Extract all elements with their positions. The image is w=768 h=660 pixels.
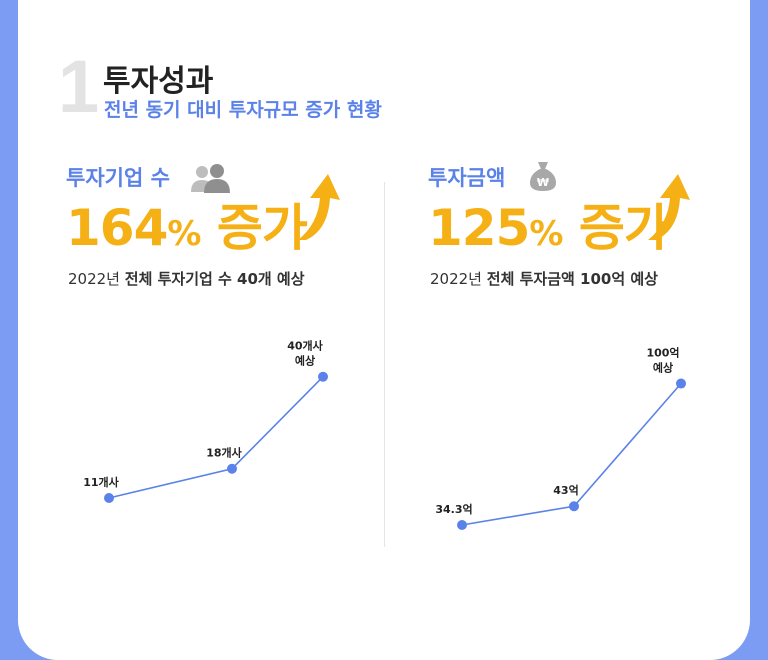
data-point (676, 378, 686, 389)
metric-number: 164 (66, 199, 168, 257)
metric-suffix: 증가 (578, 199, 670, 257)
data-label: 40개사 (287, 339, 323, 353)
panel-investment-companies: 투자기업 수 164% 증가 2022년 전체 투자기업 수 40개 예상 11… (62, 0, 362, 627)
metric-label: 투자기업 수 (66, 166, 170, 190)
desc-text: 전체 투자기업 수 40개 예상 (124, 270, 305, 288)
people-icon (191, 164, 230, 193)
data-label: 43억 (553, 484, 578, 497)
data-point (569, 501, 579, 512)
up-arrow-icon (298, 174, 340, 240)
desc-text: 전체 투자금액 100억 예상 (486, 270, 658, 288)
metric-description: 2022년 전체 투자기업 수 40개 예상 (68, 268, 305, 289)
data-label: 100억 (646, 347, 679, 360)
data-label: 11개사 (83, 475, 119, 489)
data-point (227, 463, 237, 474)
up-arrow-icon (648, 174, 690, 240)
metric-number: 125 (428, 199, 530, 257)
data-label: 예상 (653, 361, 673, 375)
data-label: 예상 (295, 354, 315, 368)
data-point (318, 371, 328, 382)
section-subtitle: 전년 동기 대비 투자규모 증가 현황 (104, 99, 382, 121)
metric-value: 125% 증가 (428, 188, 670, 260)
data-point (457, 519, 467, 530)
desc-year: 2022년 (430, 270, 482, 288)
metric-unit: % (529, 214, 563, 254)
section-number: 1 (58, 45, 100, 128)
data-label: 34.3억 (435, 503, 472, 516)
section-title: 투자성과 (103, 64, 214, 99)
svg-text:₩: ₩ (537, 176, 549, 189)
metric-suffix: 증가 (216, 199, 308, 257)
metric-label: 투자금액 (428, 166, 506, 190)
panel-investment-amount: 투자금액 ₩ 125% 증가 2022년 전체 투자금액 100억 예상 34.… (424, 0, 724, 627)
series-line (108, 376, 324, 499)
metric-value: 164% 증가 (66, 188, 308, 260)
metric-description: 2022년 전체 투자금액 100억 예상 (430, 268, 658, 289)
panel-divider (384, 182, 385, 547)
desc-year: 2022년 (68, 270, 120, 288)
money-bag-icon: ₩ (530, 162, 556, 191)
metric-unit: % (167, 214, 201, 254)
data-label: 18개사 (206, 446, 242, 460)
data-point (104, 493, 114, 503)
